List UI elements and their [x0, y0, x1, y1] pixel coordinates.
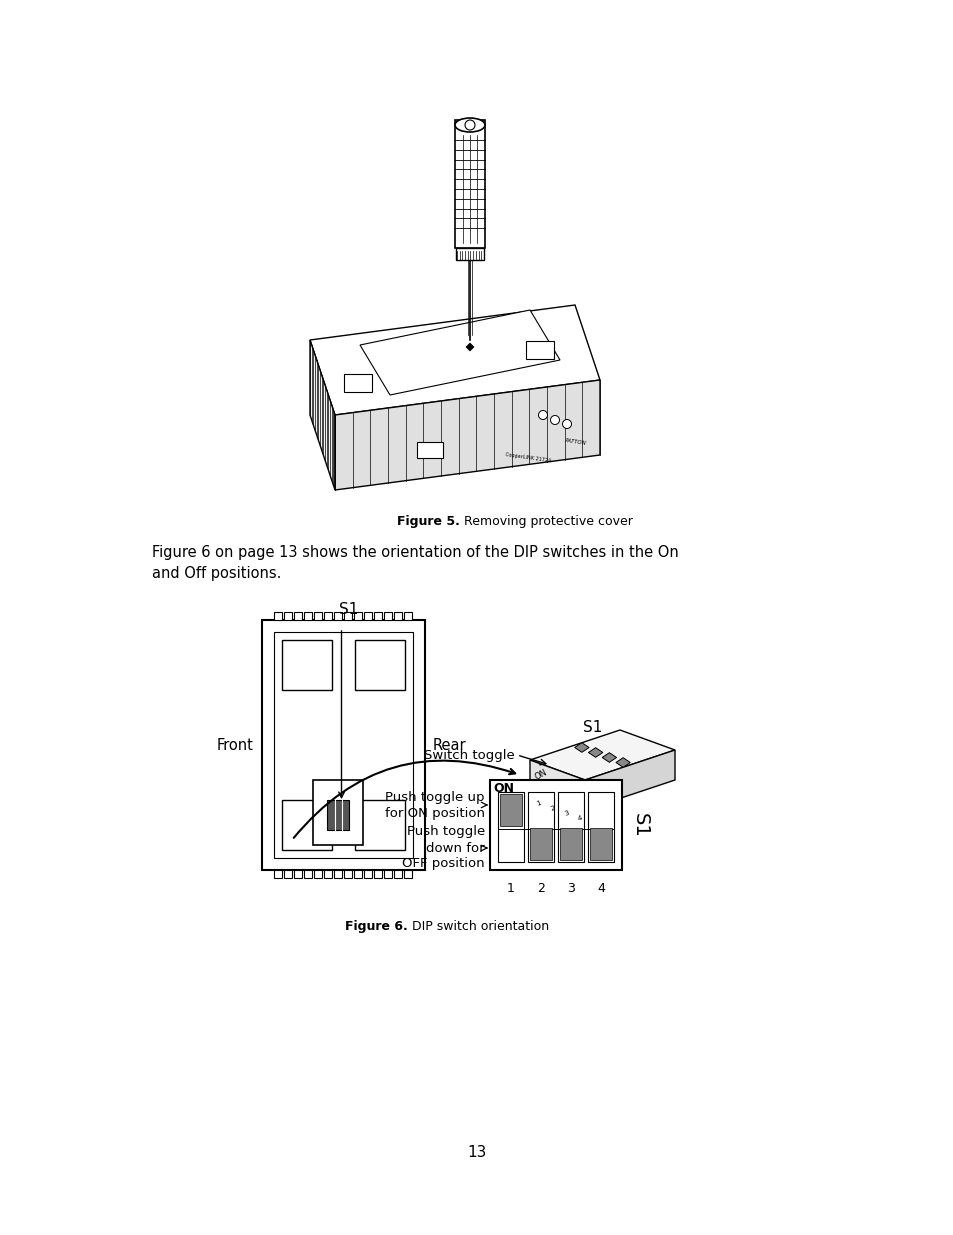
- Text: Figure 5.: Figure 5.: [396, 515, 459, 529]
- Text: Front: Front: [217, 737, 253, 752]
- Bar: [304, 869, 313, 878]
- Bar: [364, 613, 372, 620]
- Text: ON: ON: [493, 782, 514, 795]
- Bar: [375, 869, 382, 878]
- Text: S1: S1: [582, 720, 602, 735]
- Text: Figure 6.: Figure 6.: [345, 920, 408, 932]
- Bar: [355, 869, 362, 878]
- Bar: [395, 613, 402, 620]
- Bar: [384, 613, 392, 620]
- Bar: [284, 613, 293, 620]
- Bar: [314, 869, 322, 878]
- Bar: [395, 869, 402, 878]
- Polygon shape: [574, 742, 588, 752]
- Text: S1: S1: [630, 813, 649, 837]
- Bar: [282, 800, 332, 850]
- Bar: [344, 869, 352, 878]
- Bar: [364, 869, 372, 878]
- Bar: [355, 640, 405, 690]
- Polygon shape: [525, 341, 554, 359]
- Bar: [404, 613, 412, 620]
- Bar: [589, 827, 612, 860]
- Text: Push toggle
down for
OFF position: Push toggle down for OFF position: [402, 825, 484, 871]
- Bar: [274, 632, 413, 858]
- Text: 2: 2: [537, 882, 544, 895]
- Bar: [262, 620, 424, 869]
- Bar: [384, 869, 392, 878]
- Circle shape: [537, 410, 547, 420]
- Polygon shape: [584, 750, 675, 810]
- Bar: [335, 613, 342, 620]
- Bar: [499, 794, 521, 826]
- Bar: [304, 613, 313, 620]
- Bar: [587, 792, 614, 862]
- Polygon shape: [465, 343, 474, 351]
- Polygon shape: [530, 760, 584, 810]
- Polygon shape: [616, 758, 630, 767]
- Text: 2: 2: [549, 804, 556, 811]
- Polygon shape: [344, 374, 372, 391]
- Bar: [274, 613, 282, 620]
- Polygon shape: [416, 442, 442, 458]
- Bar: [324, 869, 333, 878]
- Text: 13: 13: [467, 1145, 486, 1160]
- Bar: [455, 120, 484, 248]
- Text: S1: S1: [338, 601, 357, 618]
- Text: DIP switch orientation: DIP switch orientation: [408, 920, 549, 932]
- Text: 1: 1: [536, 799, 541, 806]
- Text: Switch toggle: Switch toggle: [424, 748, 515, 762]
- Bar: [490, 781, 621, 869]
- Bar: [284, 869, 293, 878]
- Polygon shape: [601, 752, 616, 762]
- Text: Figure 6 on page 13 shows the orientation of the DIP switches in the On
and Off : Figure 6 on page 13 shows the orientatio…: [152, 545, 678, 580]
- Text: ON: ON: [533, 768, 548, 782]
- Bar: [497, 792, 523, 862]
- Polygon shape: [310, 340, 335, 490]
- Text: Removing protective cover: Removing protective cover: [459, 515, 632, 529]
- Text: 3: 3: [566, 882, 575, 895]
- Text: Rear: Rear: [433, 737, 466, 752]
- Bar: [344, 613, 352, 620]
- Polygon shape: [359, 310, 559, 395]
- Bar: [404, 869, 412, 878]
- Bar: [355, 800, 405, 850]
- Text: 3: 3: [562, 809, 569, 816]
- Bar: [282, 640, 332, 690]
- Bar: [530, 827, 552, 860]
- Bar: [456, 248, 483, 261]
- Bar: [327, 800, 349, 830]
- Bar: [355, 613, 362, 620]
- Bar: [294, 613, 302, 620]
- Text: 4: 4: [577, 815, 582, 821]
- Text: Push toggle up
for ON position: Push toggle up for ON position: [385, 790, 484, 820]
- Text: CopperLINK 2172A: CopperLINK 2172A: [504, 452, 551, 463]
- Bar: [527, 792, 554, 862]
- Bar: [314, 613, 322, 620]
- Bar: [294, 869, 302, 878]
- Bar: [559, 827, 581, 860]
- Bar: [558, 792, 583, 862]
- Circle shape: [562, 420, 571, 429]
- Ellipse shape: [455, 119, 484, 132]
- Circle shape: [550, 415, 558, 425]
- Polygon shape: [530, 730, 675, 781]
- Bar: [274, 869, 282, 878]
- Circle shape: [464, 120, 475, 130]
- Text: 4: 4: [597, 882, 604, 895]
- Polygon shape: [588, 747, 602, 757]
- Text: PATTON: PATTON: [564, 438, 587, 446]
- Bar: [335, 869, 342, 878]
- Bar: [324, 613, 333, 620]
- Polygon shape: [310, 305, 599, 415]
- Bar: [314, 781, 363, 845]
- Text: 1: 1: [507, 882, 515, 895]
- Polygon shape: [335, 380, 599, 490]
- Bar: [375, 613, 382, 620]
